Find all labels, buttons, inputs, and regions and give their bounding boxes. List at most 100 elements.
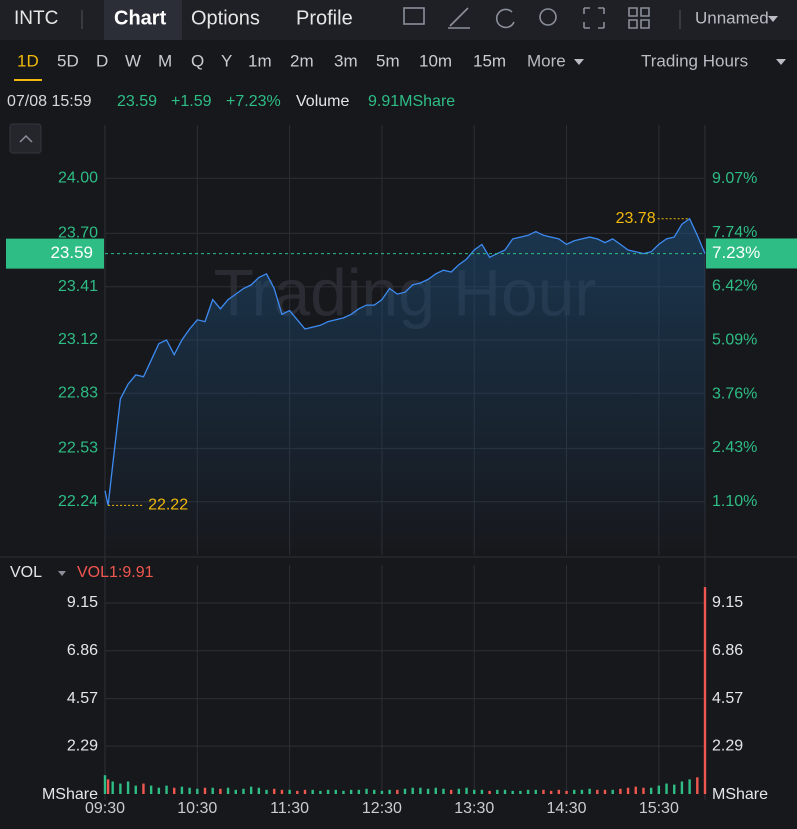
volume-bar	[426, 788, 430, 794]
period-button[interactable]: 1D	[17, 51, 39, 70]
volume-bar	[634, 786, 637, 794]
volume-bar	[534, 789, 537, 794]
quote-price: 23.59	[117, 93, 157, 110]
volume-bar	[142, 783, 145, 794]
volume-bar	[257, 787, 261, 794]
volume-bar	[157, 787, 161, 794]
period-button[interactable]: 3m	[334, 51, 358, 70]
volume-bar	[588, 788, 591, 794]
volume-bar	[242, 788, 245, 794]
period-button[interactable]: 15m	[473, 51, 506, 70]
collapse-button[interactable]	[9, 123, 42, 154]
volume-bar	[557, 789, 561, 794]
volume-bar	[403, 788, 407, 794]
volume-bar	[619, 788, 622, 794]
more-button[interactable]: More	[527, 51, 566, 70]
quote-volume: 9.91MShare	[368, 93, 455, 110]
collapse-icon	[19, 134, 33, 143]
y-tick-label: 22.53	[58, 440, 98, 457]
volume-bar	[326, 789, 330, 794]
y-tick-label: 4.57	[67, 690, 98, 707]
volume-bar	[396, 789, 399, 794]
quote-volume-label: Volume	[296, 93, 349, 110]
volume-bar	[696, 777, 699, 794]
y2-tick-label: 6.42%	[712, 278, 757, 295]
volume-bar	[288, 789, 291, 794]
volume-bar	[573, 789, 576, 794]
quote-change-pct: +7.23%	[226, 93, 281, 110]
volume-bar	[319, 790, 322, 794]
icon[interactable]	[539, 8, 557, 26]
volume-bar	[511, 790, 514, 794]
tab[interactable]: Chart	[114, 7, 167, 29]
y-tick-label: 9.15	[67, 594, 98, 611]
period-button[interactable]: Y	[221, 51, 232, 70]
period-button[interactable]: 5m	[376, 51, 400, 70]
icon[interactable]	[448, 7, 470, 29]
icon[interactable]	[628, 7, 650, 29]
x-tick-label: 10:30	[177, 800, 217, 817]
period-button[interactable]: 2m	[290, 51, 314, 70]
indicator-legend: VOL1:9.91	[77, 564, 154, 581]
period-button[interactable]: 10m	[419, 51, 452, 70]
volume-bar	[188, 787, 191, 794]
x-tick-label: 15:30	[639, 800, 679, 817]
session-selector[interactable]: Trading Hours	[641, 51, 748, 70]
volume-bar	[626, 787, 630, 794]
y-tick-label: 22.83	[58, 385, 98, 402]
volume-bar	[173, 787, 176, 794]
x-tick-label: 11:30	[270, 800, 309, 817]
volume-bar	[411, 787, 414, 794]
y-tick-label: 2.29	[67, 737, 98, 754]
dropdown-arrow	[768, 16, 778, 22]
icon[interactable]	[583, 7, 605, 29]
tab[interactable]: Profile	[296, 7, 353, 29]
period-button[interactable]: Q	[191, 51, 204, 70]
y-tick-label: 24.00	[58, 170, 98, 187]
volume-bar	[280, 789, 284, 794]
y2-tick-label: 5.09%	[712, 331, 757, 348]
volume-bar	[311, 789, 314, 794]
layout-name[interactable]: Unnamed	[695, 8, 769, 27]
volume-bar	[111, 781, 114, 794]
volume-bar	[365, 788, 368, 794]
y2-tick-label: 7.74%	[712, 224, 757, 241]
volume-bar	[603, 789, 607, 794]
volume-bar	[303, 789, 307, 794]
y2-tick-label: 9.15	[712, 594, 743, 611]
volume-bar	[473, 789, 476, 794]
symbol[interactable]: INTC	[14, 8, 58, 29]
volume-bar	[296, 790, 299, 794]
volume-bar	[496, 789, 499, 794]
period-button[interactable]: M	[158, 51, 172, 70]
period-button[interactable]: 1m	[248, 51, 272, 70]
tab[interactable]: Options	[191, 7, 260, 29]
volume-bar	[465, 787, 468, 794]
volume-bar	[226, 787, 230, 794]
period-button[interactable]: 5D	[57, 51, 79, 70]
volume-bar	[134, 785, 137, 794]
volume-bar	[373, 789, 376, 794]
period-button[interactable]: D	[96, 51, 108, 70]
y2-tick-label: 9.07%	[712, 170, 757, 187]
quote-change: +1.59	[171, 93, 212, 110]
volume-bar	[211, 787, 214, 794]
last-pct-tag	[706, 238, 797, 269]
icon[interactable]	[403, 7, 425, 25]
period-button[interactable]: W	[125, 51, 141, 70]
x-tick-label: 12:30	[362, 800, 402, 817]
y-tick-label: 23.70	[58, 225, 98, 242]
volume-bar	[642, 787, 645, 794]
volume-bar	[196, 788, 199, 794]
volume-bar	[611, 789, 614, 794]
volume-bar	[434, 787, 437, 794]
y2-tick-label: 2.29	[712, 737, 743, 754]
icon[interactable]	[495, 8, 515, 29]
volume-bar	[449, 789, 453, 794]
y-tick-label: 6.86	[67, 642, 98, 659]
last-price-label: 23.59	[50, 243, 93, 262]
indicator-name[interactable]: VOL	[10, 564, 42, 581]
volume-bar	[549, 790, 553, 794]
volume-bar	[457, 788, 461, 794]
